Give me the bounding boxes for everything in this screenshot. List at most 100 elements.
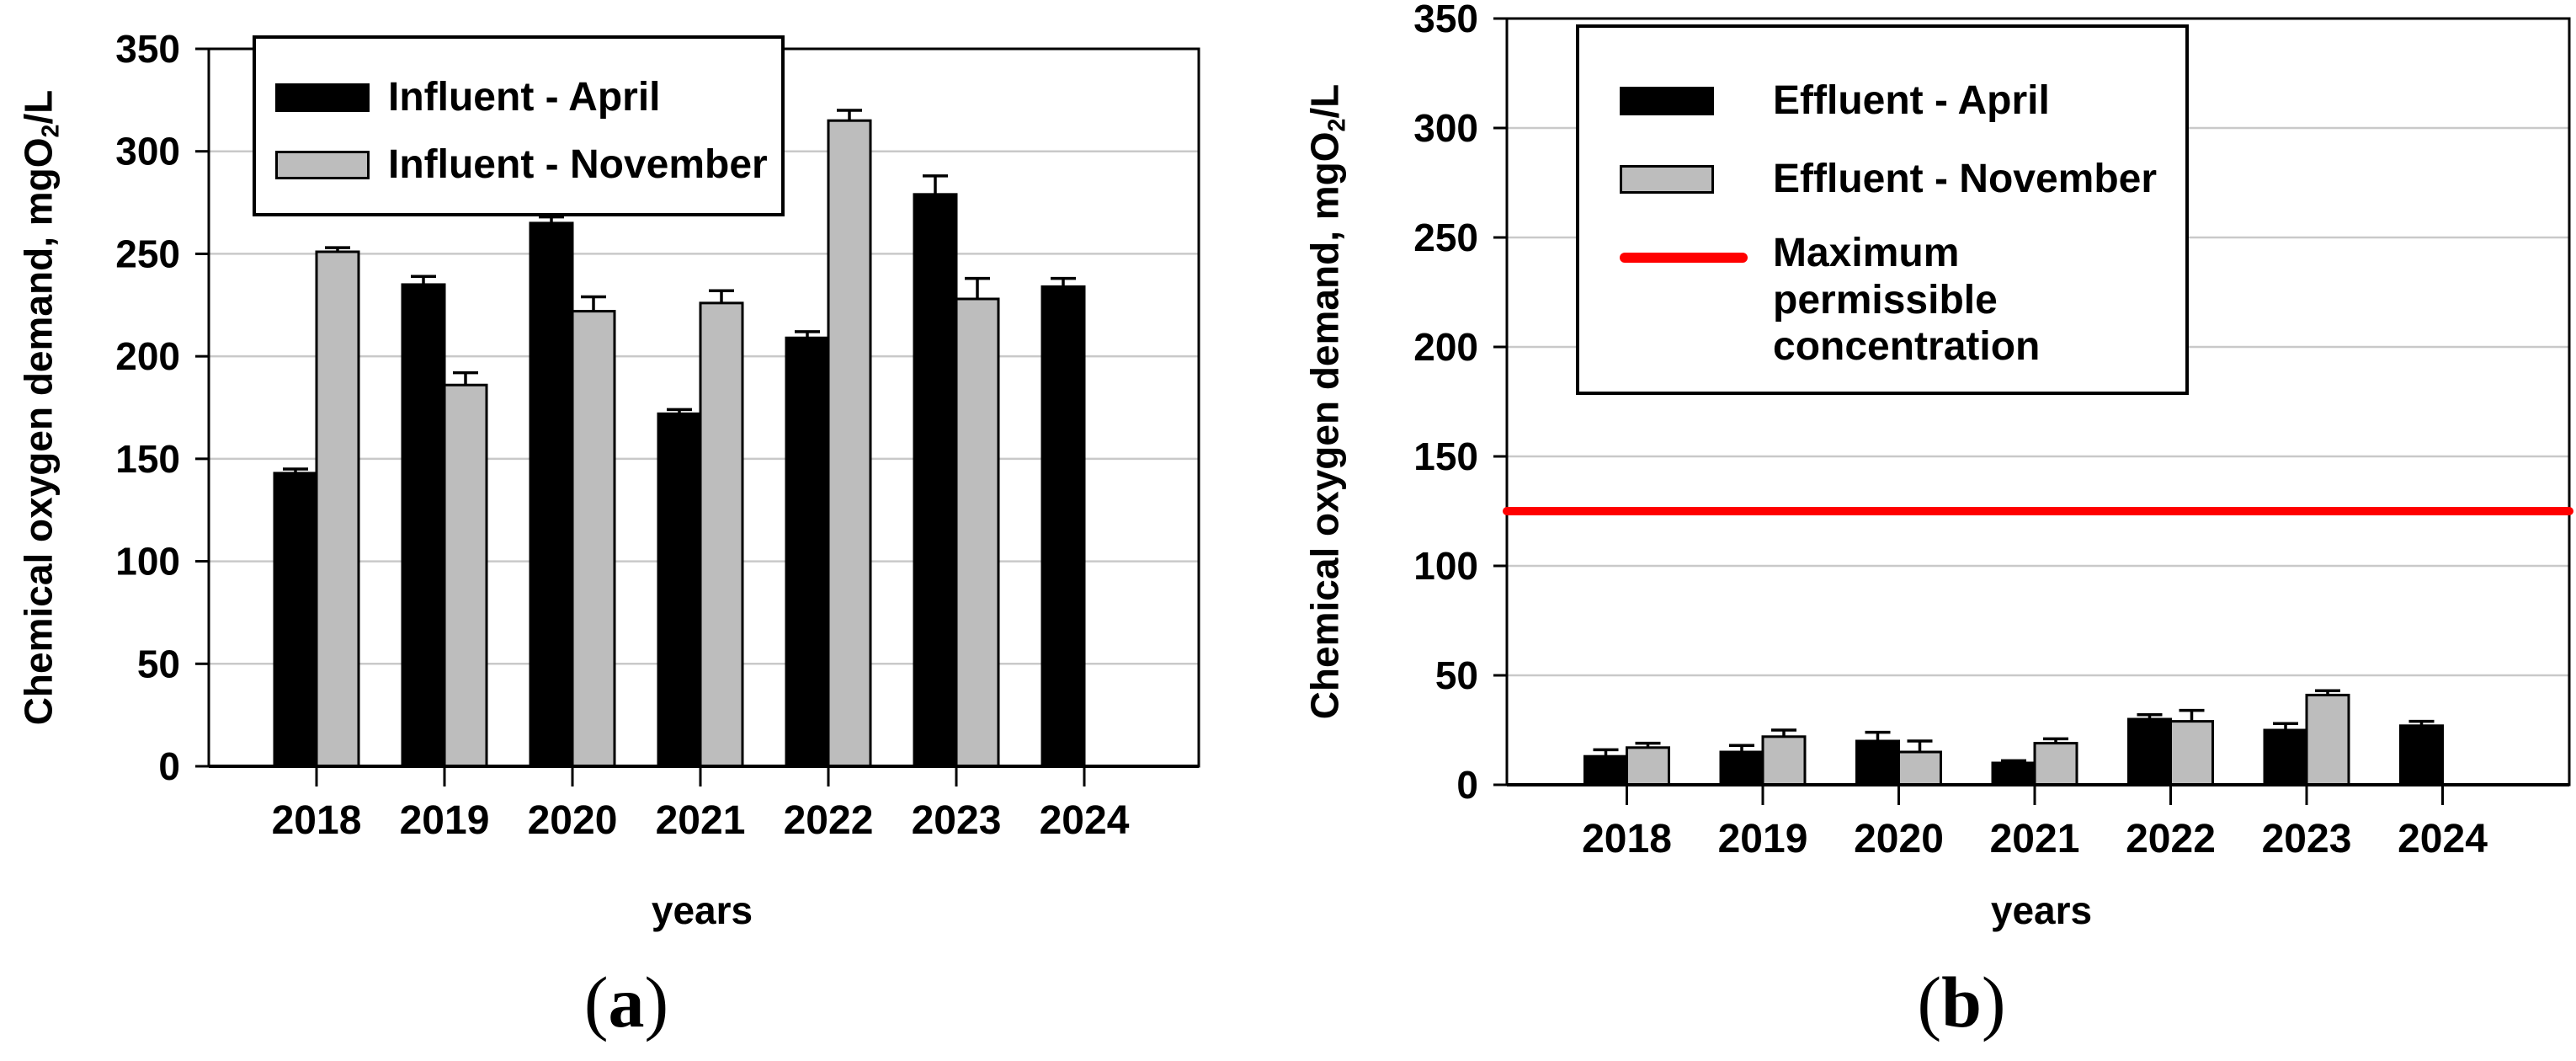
y-tick-label-300: 300 xyxy=(1413,106,1478,150)
bar-influent-april-2023 xyxy=(913,193,958,768)
legend-label-effluent-april: Effluent - April xyxy=(1773,77,2050,123)
x-tick-label-2021: 2021 xyxy=(656,798,746,843)
caption-b-open-paren: ( xyxy=(1917,962,1942,1042)
x-tick-label-2024: 2024 xyxy=(1040,798,1130,843)
gray-bar-swatch-icon xyxy=(1620,164,1714,194)
x-tick-label-2019: 2019 xyxy=(400,798,490,843)
y-tick-label-50: 50 xyxy=(1435,653,1478,697)
x-tick-label-2020: 2020 xyxy=(528,798,618,843)
x-tick-label-2020: 2020 xyxy=(1854,817,1944,861)
y-axis-label-a-subscript: 2 xyxy=(37,124,65,138)
bar-influent-april-2021 xyxy=(657,412,702,768)
swatch-wrap xyxy=(1620,164,1773,194)
y-tick-label-200: 200 xyxy=(1413,325,1478,369)
caption-a-open-paren: ( xyxy=(583,962,609,1042)
y-axis-label-a: Chemical oxygen demand, mgO2/L xyxy=(16,90,66,726)
legend-label-influent-november: Influent - November xyxy=(388,142,768,188)
x-axis-label-a: years xyxy=(651,888,753,932)
y-axis-label-b-text: Chemical oxygen demand, mgO xyxy=(1302,131,1347,720)
bar-influent-april-2024 xyxy=(1041,285,1086,768)
x-tick-label-2018: 2018 xyxy=(272,798,362,843)
bar-effluent-april-2020 xyxy=(1855,739,1900,786)
bar-effluent-april-2019 xyxy=(1719,750,1764,786)
swatch-wrap xyxy=(275,83,388,112)
y-tick-label-200: 200 xyxy=(115,334,180,378)
x-tick-label-2022: 2022 xyxy=(784,798,874,843)
y-axis-label-b-subscript: 2 xyxy=(1323,118,1351,132)
legend-b: Effluent - April Effluent - November Max… xyxy=(1576,24,2189,395)
x-tick-label-2018: 2018 xyxy=(1582,817,1672,861)
gray-bar-swatch-icon xyxy=(275,151,370,179)
y-tick-label-350: 350 xyxy=(1413,0,1478,40)
x-tick-label-2022: 2022 xyxy=(2126,817,2216,861)
effluent-bar-chart: 0 50 100 150 200 250 300 350 2018 2019 2020 2021 202… xyxy=(1413,0,2573,861)
y-tick-label-150: 150 xyxy=(1413,435,1478,478)
legend-label-influent-april: Influent - April xyxy=(388,75,661,120)
bar-influent-april-2019 xyxy=(401,283,446,768)
y-tick-label-0: 0 xyxy=(158,744,180,788)
red-line-swatch-icon xyxy=(1620,253,1748,263)
black-bar-swatch-icon xyxy=(1620,86,1714,115)
bar-effluent-april-2021 xyxy=(1991,761,2036,786)
x-tick-label-2023: 2023 xyxy=(2262,817,2352,861)
bar-effluent-november-2019 xyxy=(1761,735,1807,786)
x-tick-label-2021: 2021 xyxy=(1990,817,2080,861)
bar-effluent-november-2021 xyxy=(2033,742,2078,786)
bar-influent-november-2018 xyxy=(315,250,360,768)
bar-influent-november-2020 xyxy=(571,310,616,768)
x-axis-label-b: years xyxy=(1990,888,2093,932)
y-tick-label-50: 50 xyxy=(137,642,180,685)
panel-a-influent-chart: 0 50 100 150 200 250 300 350 2018 2019 2020 2021 202… xyxy=(16,27,1200,1044)
y-tick-label-250: 250 xyxy=(115,232,180,275)
caption-a-letter: a xyxy=(608,962,645,1042)
y-tick-label-250: 250 xyxy=(1413,216,1478,259)
caption-a-close-paren: ) xyxy=(644,962,669,1042)
legend-item-influent-november: Influent - November xyxy=(275,131,781,199)
bar-effluent-november-2023 xyxy=(2305,693,2350,786)
y-tick-label-100: 100 xyxy=(1413,544,1478,588)
y-tick-label-150: 150 xyxy=(115,437,180,481)
legend-item-max-permissible: Maximum permissible concentration xyxy=(1620,218,2185,371)
caption-b-letter: b xyxy=(1941,962,1982,1042)
legend-a: Influent - April Influent - November xyxy=(253,35,785,216)
bar-effluent-april-2022 xyxy=(2127,717,2172,786)
bar-effluent-november-2020 xyxy=(1897,750,1942,786)
y-tick-label-300: 300 xyxy=(115,130,180,173)
y-axis-label-b: Chemical oxygen demand, mgO2/L xyxy=(1302,84,1352,720)
legend-label-max-permissible: Maximum permissible concentration xyxy=(1773,231,2041,370)
bar-influent-april-2020 xyxy=(529,221,574,768)
swatch-wrap xyxy=(1620,230,1773,285)
bar-effluent-april-2018 xyxy=(1583,754,1628,786)
bar-effluent-november-2018 xyxy=(1626,746,1670,786)
y-tick-label-350: 350 xyxy=(115,27,180,71)
y-axis-label-a-unit: /L xyxy=(16,89,61,125)
bar-influent-november-2023 xyxy=(955,297,1000,768)
legend-item-effluent-november: Effluent - November xyxy=(1620,140,2185,218)
bar-effluent-april-2024 xyxy=(2399,724,2444,786)
y-axis-label-b-unit: /L xyxy=(1302,83,1347,119)
legend-item-effluent-april: Effluent - April xyxy=(1620,61,2185,140)
bar-effluent-november-2022 xyxy=(2169,720,2214,786)
bar-effluent-april-2023 xyxy=(2263,728,2308,786)
y-tick-label-0: 0 xyxy=(1456,763,1478,807)
y-axis-label-a-text: Chemical oxygen demand, mgO xyxy=(16,137,61,726)
caption-a: (a) xyxy=(584,960,668,1044)
x-tick-label-2019: 2019 xyxy=(1718,817,1808,861)
bar-influent-april-2018 xyxy=(273,472,318,768)
y-tick-label-100: 100 xyxy=(115,540,180,584)
black-bar-swatch-icon xyxy=(275,83,370,112)
x-tick-label-2023: 2023 xyxy=(912,798,1002,843)
x-tick-label-2024: 2024 xyxy=(2398,817,2488,861)
swatch-wrap xyxy=(275,151,388,179)
influent-bar-chart: 0 50 100 150 200 250 300 350 2018 2019 2020 2021 202… xyxy=(115,27,1200,843)
bar-influent-november-2022 xyxy=(827,119,872,768)
swatch-wrap xyxy=(1620,86,1773,115)
bar-influent-november-2019 xyxy=(443,383,488,768)
caption-b: (b) xyxy=(1917,960,2005,1044)
legend-label-effluent-november: Effluent - November xyxy=(1773,156,2158,201)
caption-b-close-paren: ) xyxy=(1981,962,2006,1042)
legend-item-influent-april: Influent - April xyxy=(275,64,781,131)
bar-influent-november-2021 xyxy=(699,301,744,768)
panel-b-effluent-chart: 0 50 100 150 200 250 300 350 2018 2019 2020 2021 202… xyxy=(1288,0,2576,1061)
